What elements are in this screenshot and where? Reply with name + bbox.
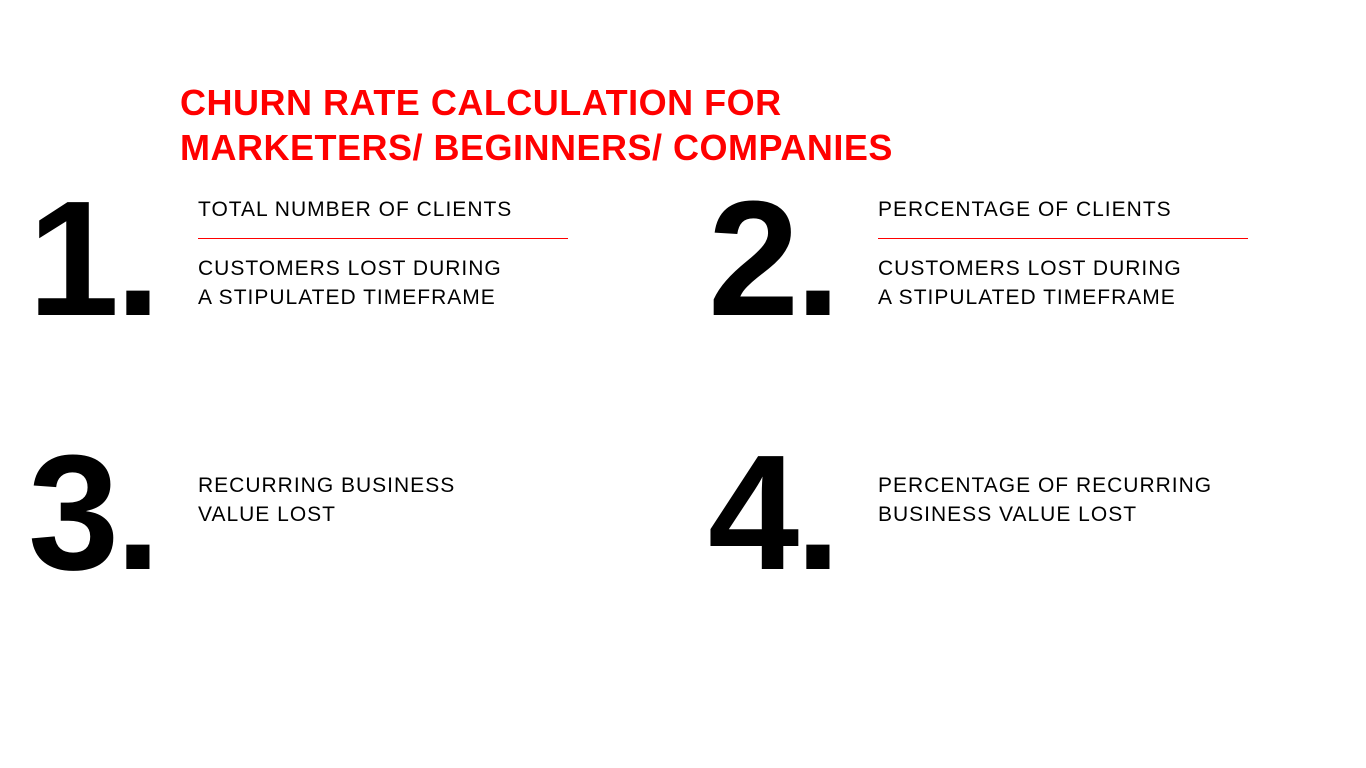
items-grid: 1. TOTAL NUMBER OF CLIENTS CUSTOMERS LOS… xyxy=(22,192,1342,581)
item-4-heading: PERCENTAGE OF RECURRING BUSINESS VALUE L… xyxy=(878,472,1212,529)
item-2-heading: PERCENTAGE OF CLIENTS xyxy=(878,196,1248,224)
item-4-heading-line-1: PERCENTAGE OF RECURRING xyxy=(878,474,1212,497)
item-1-content: TOTAL NUMBER OF CLIENTS CUSTOMERS LOST D… xyxy=(198,192,568,312)
item-4-heading-line-2: BUSINESS VALUE LOST xyxy=(878,503,1137,526)
item-1-sub-line-1: CUSTOMERS LOST DURING xyxy=(198,257,502,280)
item-3-content: RECURRING BUSINESS VALUE LOST xyxy=(198,446,455,529)
item-4-content: PERCENTAGE OF RECURRING BUSINESS VALUE L… xyxy=(878,446,1212,529)
title-line-1: CHURN RATE CALCULATION FOR xyxy=(180,82,782,123)
item-1-number: 1. xyxy=(22,192,198,326)
item-2-sub: CUSTOMERS LOST DURING A STIPULATED TIMEF… xyxy=(878,255,1248,312)
item-4: 4. PERCENTAGE OF RECURRING BUSINESS VALU… xyxy=(702,446,1342,580)
item-3-number: 3. xyxy=(22,446,198,580)
item-3-heading-line-1: RECURRING BUSINESS xyxy=(198,474,455,497)
item-3-heading-line-2: VALUE LOST xyxy=(198,503,336,526)
item-2-content: PERCENTAGE OF CLIENTS CUSTOMERS LOST DUR… xyxy=(878,192,1248,312)
item-2-sub-line-2: A STIPULATED TIMEFRAME xyxy=(878,286,1176,309)
item-1-sub: CUSTOMERS LOST DURING A STIPULATED TIMEF… xyxy=(198,255,568,312)
item-2: 2. PERCENTAGE OF CLIENTS CUSTOMERS LOST … xyxy=(702,192,1342,326)
item-1-divider xyxy=(198,238,568,239)
page-title: CHURN RATE CALCULATION FOR MARKETERS/ BE… xyxy=(180,80,893,170)
item-2-number: 2. xyxy=(702,192,878,326)
item-2-sub-line-1: CUSTOMERS LOST DURING xyxy=(878,257,1182,280)
item-1: 1. TOTAL NUMBER OF CLIENTS CUSTOMERS LOS… xyxy=(22,192,662,326)
item-4-number: 4. xyxy=(702,446,878,580)
item-3: 3. RECURRING BUSINESS VALUE LOST xyxy=(22,446,662,580)
item-2-divider xyxy=(878,238,1248,239)
title-line-2: MARKETERS/ BEGINNERS/ COMPANIES xyxy=(180,127,893,168)
item-1-heading: TOTAL NUMBER OF CLIENTS xyxy=(198,196,568,224)
item-3-heading: RECURRING BUSINESS VALUE LOST xyxy=(198,472,455,529)
item-1-sub-line-2: A STIPULATED TIMEFRAME xyxy=(198,286,496,309)
